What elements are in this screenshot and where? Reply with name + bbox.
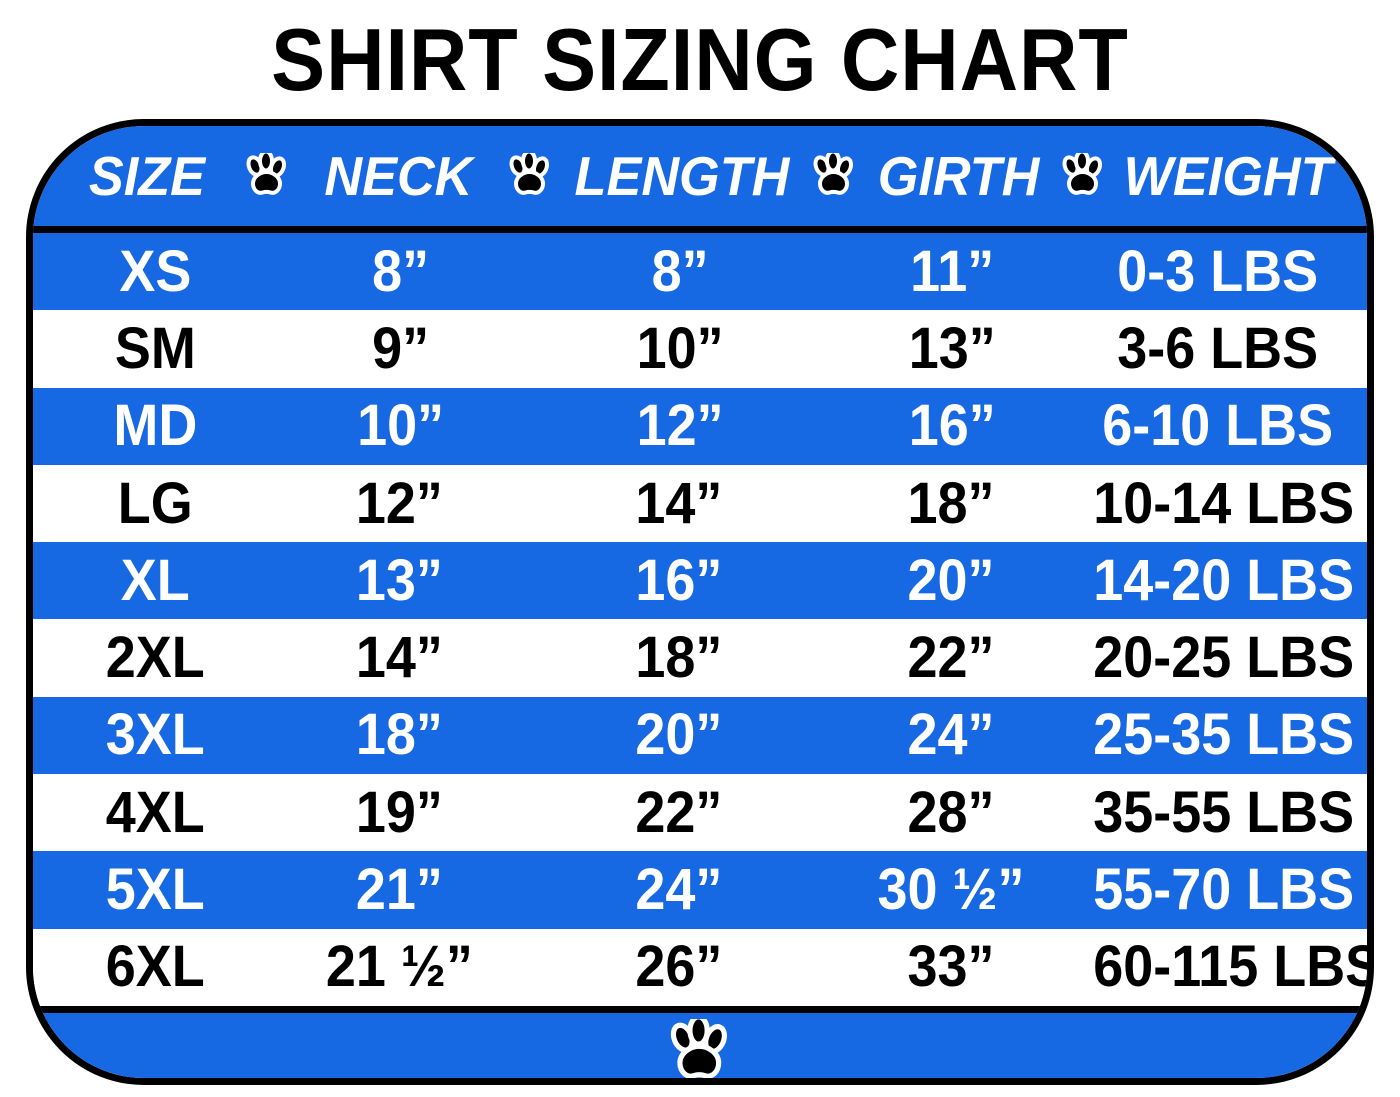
cell-weight: 3-6 LBS: [1116, 315, 1318, 381]
table-row: 5XL 21” 24” 30 ½” 55-70 LBS: [33, 851, 1367, 929]
table-body: XS 8” 8” 11” 0-3 LBS SM 9” 10” 13” 3-6 L…: [33, 233, 1367, 1006]
table-row: SM 9” 10” 13” 3-6 LBS: [33, 310, 1367, 388]
cell-girth: 28”: [907, 779, 995, 845]
cell-weight: 60-115 LBS: [1093, 934, 1374, 1000]
table-footer-band: [33, 1005, 1367, 1078]
cell-neck: 18”: [356, 702, 444, 768]
sizing-table-frame: SIZE NECK: [26, 119, 1374, 1085]
table-row: XL 13” 16” 20” 14-20 LBS: [33, 542, 1367, 620]
cell-size: 5XL: [105, 857, 205, 923]
cell-girth: 24”: [907, 702, 995, 768]
column-header-girth: GIRTH: [877, 144, 1040, 207]
cell-length: 14”: [635, 470, 723, 536]
page-title: SHIRT SIZING CHART: [271, 10, 1129, 109]
table-header-row: SIZE NECK: [33, 126, 1367, 233]
cell-size: 6XL: [105, 934, 205, 1000]
table-row: 4XL 19” 22” 28” 35-55 LBS: [33, 774, 1367, 852]
cell-size: XL: [120, 547, 190, 613]
cell-weight: 14-20 LBS: [1093, 547, 1355, 613]
paw-print-icon: [1059, 153, 1107, 199]
column-header-neck: NECK: [324, 144, 473, 207]
table-row: MD 10” 12” 16” 6-10 LBS: [33, 387, 1367, 465]
cell-size: XS: [119, 238, 192, 304]
column-header-weight: WEIGHT: [1123, 144, 1333, 207]
paw-print-icon: [669, 1019, 731, 1078]
column-header-size: SIZE: [88, 144, 206, 207]
cell-girth: 18”: [907, 470, 995, 536]
cell-neck: 9”: [371, 315, 429, 381]
cell-length: 12”: [636, 393, 724, 459]
cell-size: 3XL: [105, 702, 205, 768]
cell-girth: 20”: [907, 547, 995, 613]
cell-length: 26”: [635, 934, 723, 1000]
cell-weight: 35-55 LBS: [1093, 779, 1355, 845]
cell-weight: 20-25 LBS: [1093, 625, 1355, 691]
cell-neck: 14”: [356, 625, 444, 691]
cell-neck: 13”: [356, 547, 444, 613]
paw-print-icon: [810, 153, 858, 199]
cell-neck: 21”: [356, 857, 444, 923]
cell-girth: 33”: [907, 934, 995, 1000]
cell-girth: 22”: [907, 625, 995, 691]
cell-neck: 10”: [356, 393, 444, 459]
cell-length: 24”: [635, 857, 723, 923]
table-row: LG 12” 14” 18” 10-14 LBS: [33, 464, 1367, 543]
table-row: XS 8” 8” 11” 0-3 LBS: [33, 233, 1367, 311]
cell-size: 2XL: [105, 625, 205, 691]
cell-weight: 10-14 LBS: [1093, 470, 1355, 536]
paw-print-icon: [506, 153, 554, 199]
cell-length: 10”: [636, 315, 724, 381]
column-header-length: LENGTH: [574, 144, 790, 207]
cell-weight: 6-10 LBS: [1101, 393, 1333, 459]
cell-neck: 19”: [356, 779, 444, 845]
paw-print-icon: [243, 153, 291, 199]
cell-length: 18”: [635, 625, 723, 691]
cell-neck: 12”: [356, 470, 444, 536]
cell-girth: 13”: [908, 315, 996, 381]
cell-girth: 30 ½”: [877, 857, 1025, 923]
cell-length: 22”: [635, 779, 723, 845]
cell-neck: 21 ½”: [326, 934, 474, 1000]
table-row: 2XL 14” 18” 22” 20-25 LBS: [33, 619, 1367, 697]
table-row: 6XL 21 ½” 26” 33” 60-115 LBS: [33, 928, 1374, 1006]
table-row: 3XL 18” 20” 24” 25-35 LBS: [33, 696, 1367, 775]
cell-weight: 55-70 LBS: [1093, 857, 1355, 923]
cell-girth: 11”: [910, 238, 995, 304]
cell-size: 4XL: [105, 779, 205, 845]
cell-weight: 25-35 LBS: [1093, 702, 1355, 768]
cell-neck: 8”: [371, 238, 429, 304]
cell-length: 20”: [635, 702, 723, 768]
cell-size: MD: [113, 393, 198, 459]
cell-length: 16”: [635, 547, 723, 613]
cell-size: SM: [114, 315, 196, 381]
cell-girth: 16”: [908, 393, 996, 459]
cell-size: LG: [117, 470, 193, 536]
cell-weight: 0-3 LBS: [1116, 238, 1318, 304]
cell-length: 8”: [651, 238, 709, 304]
